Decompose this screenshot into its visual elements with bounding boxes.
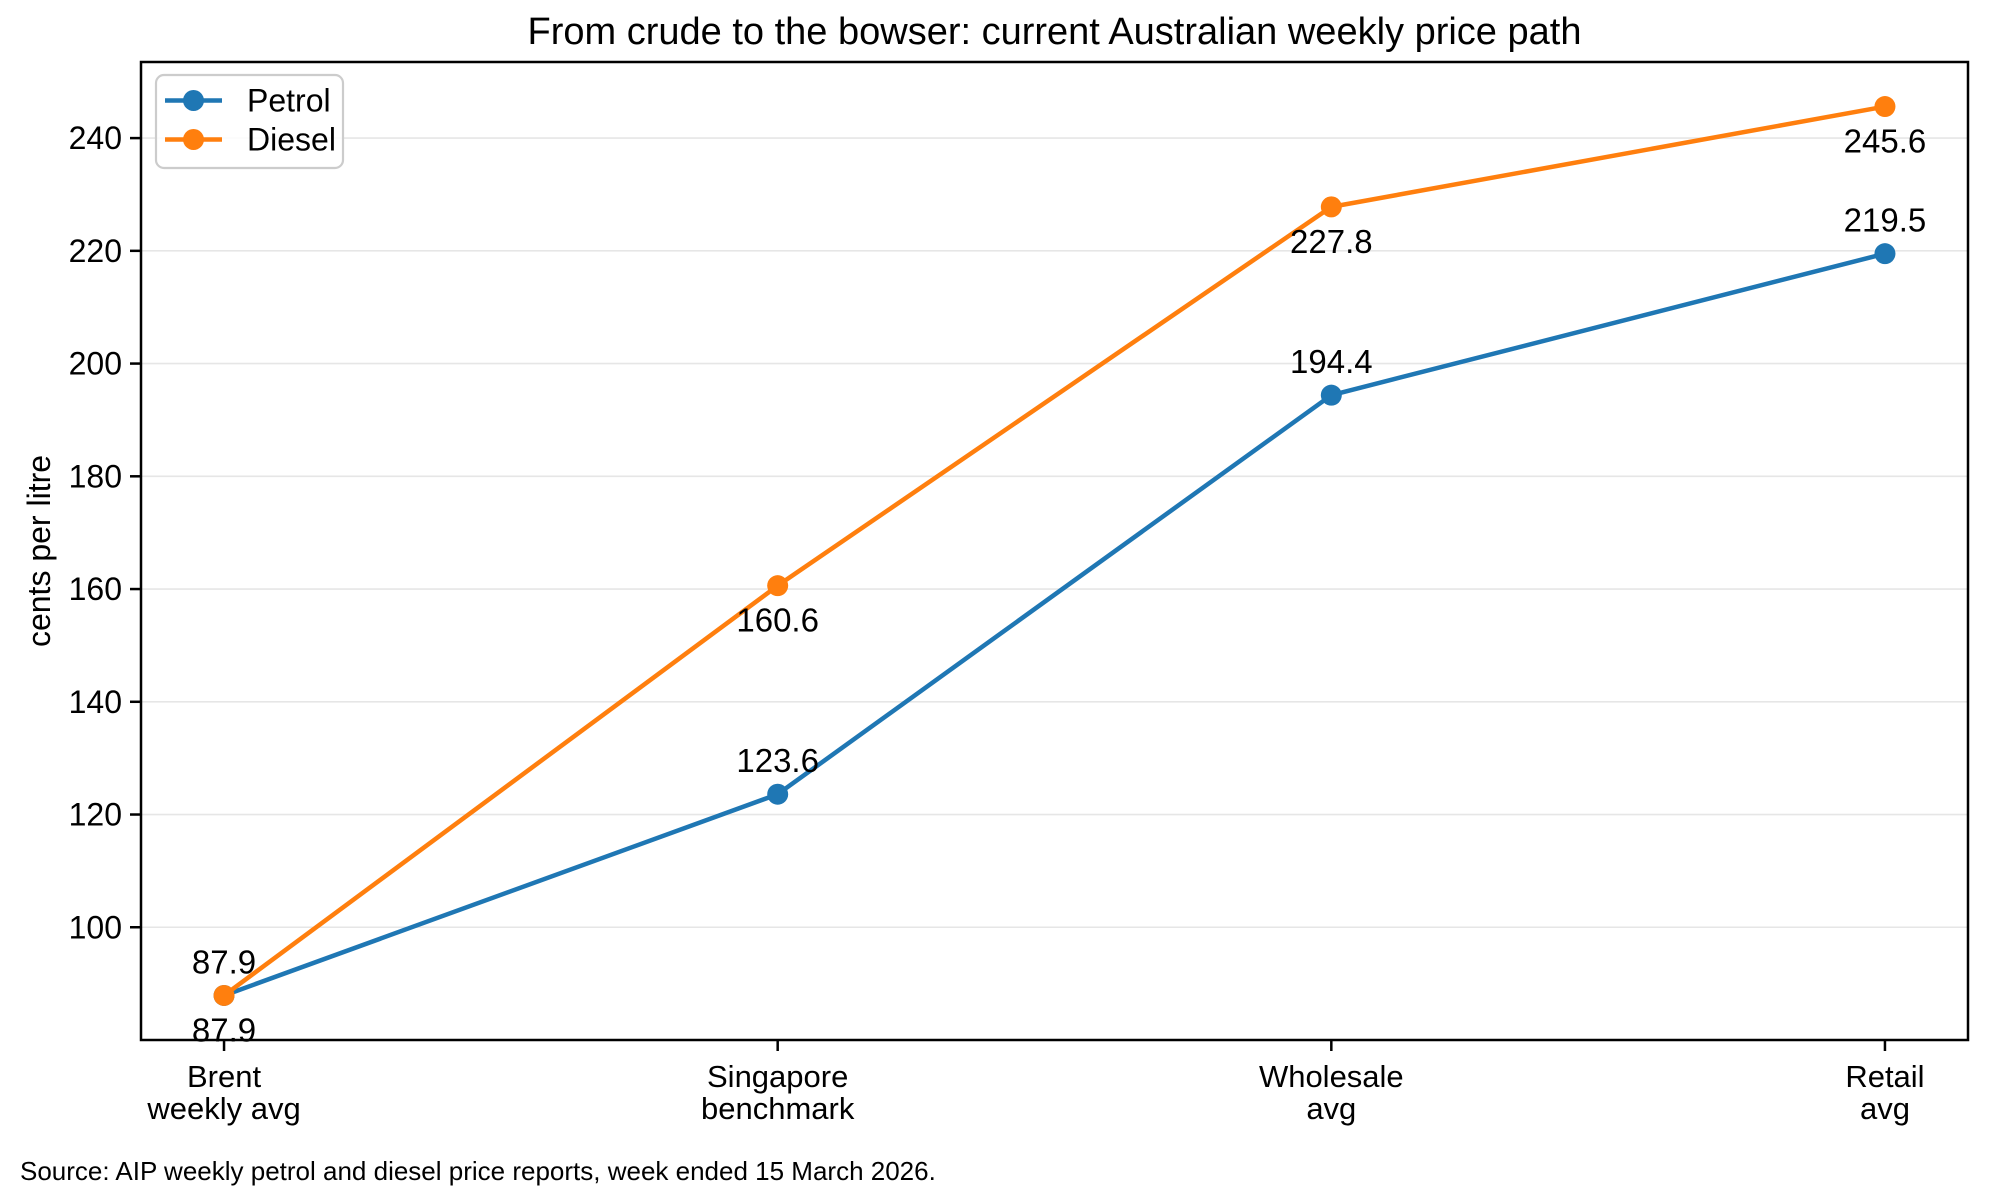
x-tick-label: avg: [1306, 1091, 1356, 1126]
legend-label-petrol: Petrol: [247, 83, 331, 119]
diesel-marker: [213, 984, 235, 1006]
x-tick-label: Retail: [1845, 1059, 1924, 1094]
chart-title: From crude to the bowser: current Austra…: [528, 11, 1582, 53]
data-label-diesel: 160.6: [736, 602, 819, 639]
x-tick-label: weekly avg: [146, 1091, 300, 1126]
y-tick-label: 140: [69, 684, 122, 720]
y-tick-label: 160: [69, 571, 122, 607]
x-tick-label: benchmark: [701, 1091, 855, 1126]
y-axis-label: cents per litre: [21, 455, 57, 647]
data-label-petrol: 219.5: [1844, 202, 1927, 239]
diesel-marker: [767, 575, 789, 597]
y-tick-label: 220: [69, 233, 122, 269]
axes-spines: [139, 60, 1970, 1042]
legend-sample-marker: [183, 90, 204, 111]
data-label-petrol: 194.4: [1290, 343, 1373, 380]
x-tick-label: avg: [1860, 1091, 1910, 1126]
diesel-marker: [1320, 196, 1342, 218]
y-tick-label: 240: [69, 120, 122, 156]
diesel-marker: [1874, 96, 1896, 118]
y-tick-label: 100: [69, 909, 122, 945]
petrol-marker: [1874, 243, 1896, 265]
data-label-diesel: 227.8: [1290, 223, 1373, 260]
petrol-marker: [1320, 384, 1342, 406]
diesel-line: [222, 104, 1886, 998]
source-note: Source: AIP weekly petrol and diesel pri…: [20, 1156, 936, 1186]
y-tick-label: 120: [69, 797, 122, 833]
y-tick-label: 200: [69, 346, 122, 382]
data-label-petrol: 87.9: [192, 943, 256, 980]
data-label-petrol: 123.6: [736, 742, 819, 779]
x-tick-label: Wholesale: [1259, 1059, 1404, 1094]
x-tick-label: Brent: [187, 1059, 261, 1094]
petrol-marker: [767, 783, 789, 805]
legend-sample-marker: [183, 129, 204, 150]
y-tick-label: 180: [69, 458, 122, 494]
x-tick-label: Singapore: [707, 1059, 848, 1094]
data-label-diesel: 87.9: [192, 1011, 256, 1048]
data-label-diesel: 245.6: [1844, 123, 1927, 160]
petrol-line: [223, 251, 1886, 998]
legend-label-diesel: Diesel: [247, 122, 336, 158]
